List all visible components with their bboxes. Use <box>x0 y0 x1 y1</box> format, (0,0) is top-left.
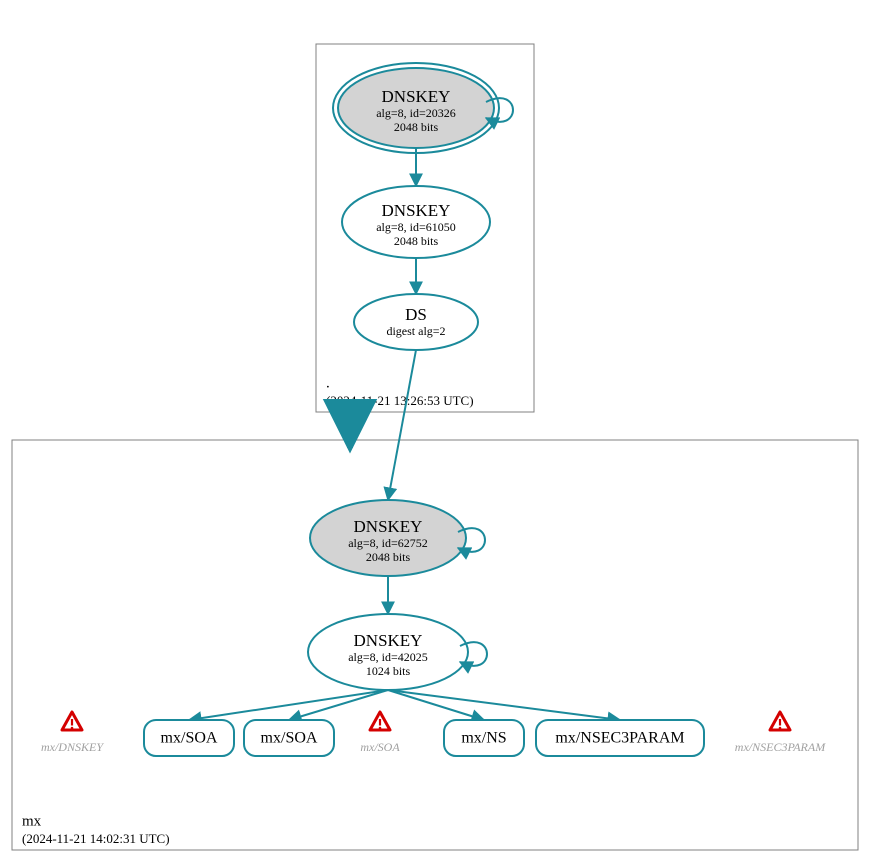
warning-icon-dot <box>379 727 382 730</box>
warning-icon-dot <box>71 727 74 730</box>
edge <box>388 350 416 500</box>
warning-icon-dot <box>779 727 782 730</box>
leaf-label: mx/SOA <box>161 730 218 747</box>
warning-label: mx/NSEC3PARAM <box>735 740 826 754</box>
node-sub2: 2048 bits <box>366 550 411 564</box>
zone-label-mx: mx <box>22 813 42 829</box>
dnssec-graph: . (2024-11-21 13:26:53 UTC) mx (2024-11-21 … <box>0 0 872 865</box>
edge <box>289 690 388 720</box>
node-sub1: alg=8, id=20326 <box>376 106 456 120</box>
node-title: DNSKEY <box>354 631 423 650</box>
node-sub1: digest alg=2 <box>386 324 445 338</box>
zone-label-root: . <box>326 375 330 391</box>
node-title: DNSKEY <box>382 201 451 220</box>
zone-timestamp-root: (2024-11-21 13:26:53 UTC) <box>326 393 474 408</box>
leaf-label: mx/SOA <box>261 730 318 747</box>
node-title: DNSKEY <box>354 517 423 536</box>
leaf-label: mx/NSEC3PARAM <box>555 730 684 747</box>
edge <box>388 690 620 720</box>
node-sub1: alg=8, id=42025 <box>348 650 428 664</box>
edge <box>189 690 388 720</box>
node-sub2: 1024 bits <box>366 664 411 678</box>
node-sub1: alg=8, id=62752 <box>348 536 428 550</box>
node-sub1: alg=8, id=61050 <box>376 220 456 234</box>
zone-timestamp-mx: (2024-11-21 14:02:31 UTC) <box>22 831 170 846</box>
node-title: DS <box>405 305 427 324</box>
node-sub2: 2048 bits <box>394 120 439 134</box>
warning-label: mx/DNSKEY <box>41 740 104 754</box>
edge <box>388 690 484 720</box>
node-title: DNSKEY <box>382 87 451 106</box>
warning-label: mx/SOA <box>360 740 400 754</box>
leaf-label: mx/NS <box>461 730 506 747</box>
node-sub2: 2048 bits <box>394 234 439 248</box>
